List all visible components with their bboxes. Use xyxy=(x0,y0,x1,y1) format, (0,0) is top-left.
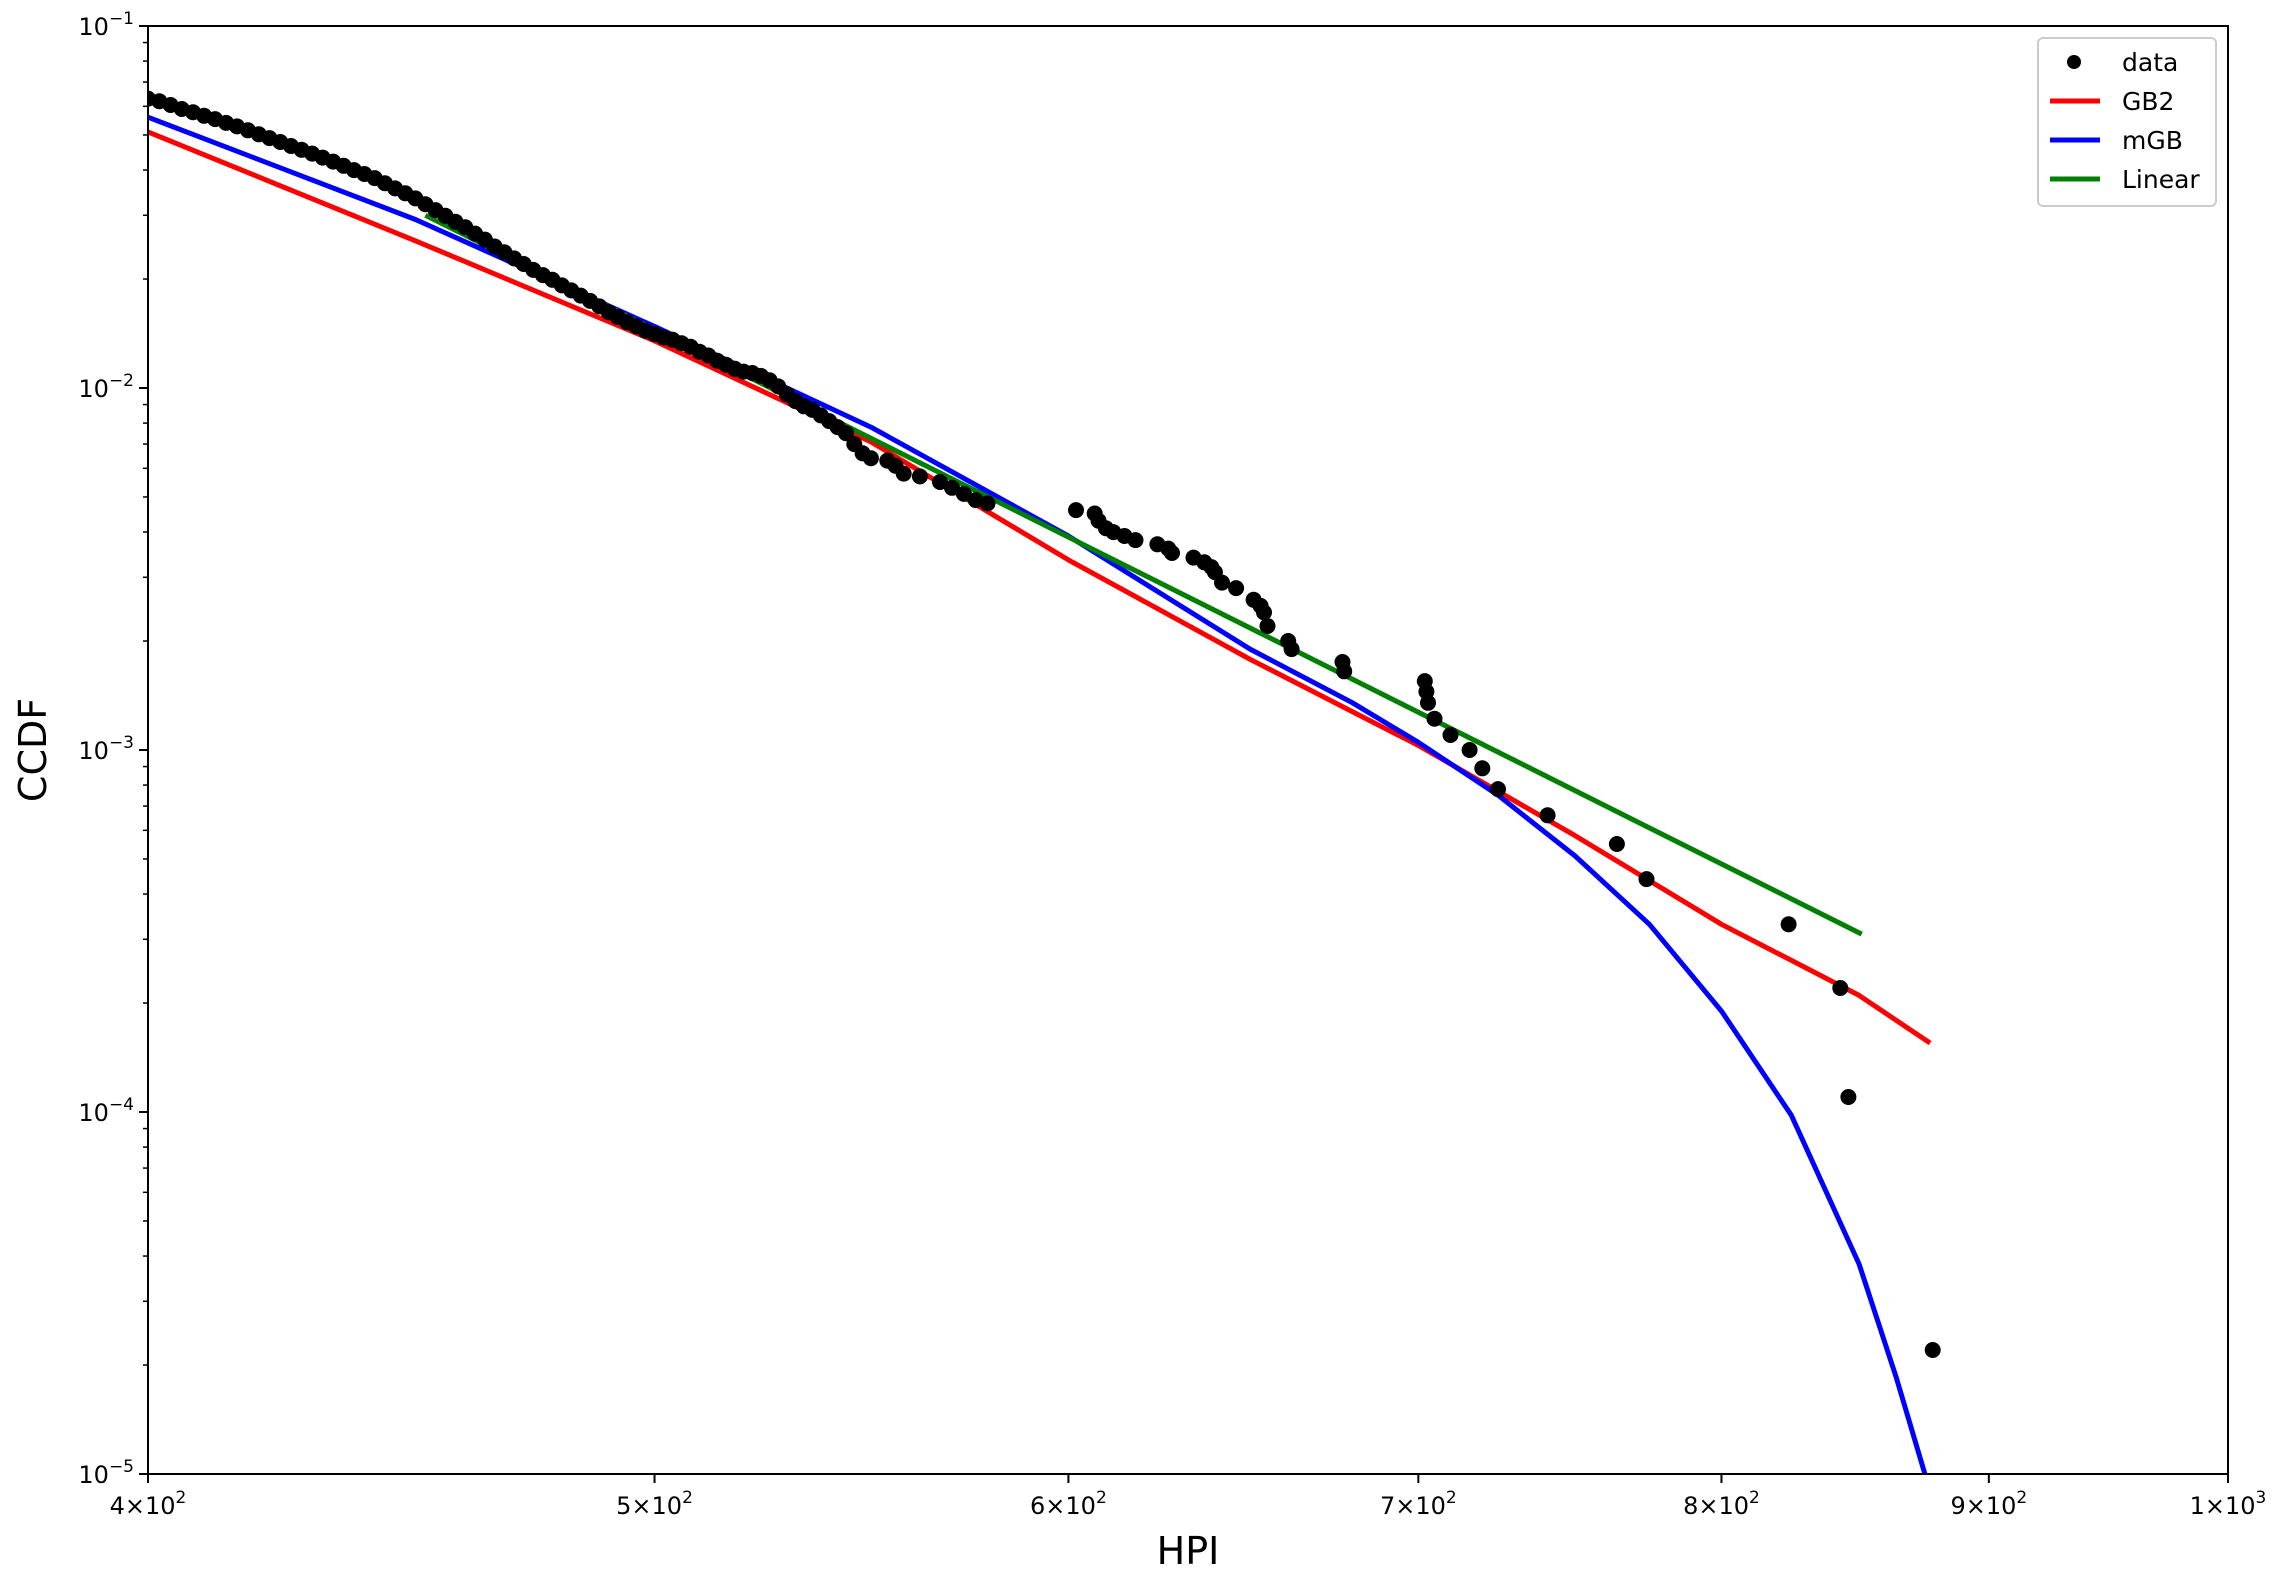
data-point xyxy=(1490,781,1506,798)
data-point xyxy=(1924,1342,1941,1358)
legend-label: data xyxy=(2122,48,2178,77)
data-point xyxy=(1256,604,1272,621)
data-point xyxy=(1068,502,1084,519)
legend-item: mGB xyxy=(2050,126,2183,155)
data-point xyxy=(979,495,996,512)
legend-box xyxy=(2037,37,2217,207)
data-point xyxy=(1214,574,1230,591)
x-tick-label: 1×103 xyxy=(2190,1488,2267,1520)
y-tick-label: 10−4 xyxy=(78,1095,134,1127)
data-point xyxy=(932,474,948,490)
data-point xyxy=(895,465,912,482)
legend-label: GB2 xyxy=(2122,87,2174,116)
x-axis-title: HPI xyxy=(1157,1529,1220,1573)
data-point xyxy=(1832,980,1849,996)
x-tick-label: 4×102 xyxy=(110,1488,187,1520)
data-point xyxy=(1164,545,1180,561)
data-point xyxy=(1228,580,1245,597)
x-tick-label: 6×102 xyxy=(1030,1488,1107,1520)
data-point xyxy=(1780,916,1797,933)
legend-item: GB2 xyxy=(2050,87,2174,116)
series-line-gb2 xyxy=(148,129,1932,1046)
series-layer xyxy=(148,90,1941,1474)
data-point xyxy=(1442,727,1459,743)
data-point xyxy=(1127,532,1144,549)
y-axis: 10−1 10−2 10−3 10−4 10−5 xyxy=(78,9,148,1489)
y-tick-label: 10−5 xyxy=(78,1457,134,1489)
x-tick-label: 7×102 xyxy=(1380,1488,1457,1520)
data-point xyxy=(1638,871,1655,888)
data-point xyxy=(944,479,960,496)
data-point xyxy=(1539,807,1556,824)
data-point xyxy=(911,468,928,485)
data-point xyxy=(1283,641,1300,658)
legend: data GB2 mGB Linear xyxy=(2037,37,2217,207)
data-point xyxy=(1461,742,1478,758)
legend-label: Linear xyxy=(2122,165,2200,194)
legend-item: data xyxy=(2067,48,2178,77)
y-tick-label: 10−1 xyxy=(78,9,134,41)
data-point xyxy=(838,425,854,442)
plot-frame xyxy=(147,25,2229,1475)
data-point xyxy=(1259,618,1276,634)
y-axis-title: CCDF xyxy=(11,698,55,802)
data-point xyxy=(1840,1089,1857,1105)
x-tick-label: 9×102 xyxy=(1950,1488,2027,1520)
data-point xyxy=(1426,710,1443,727)
data-point xyxy=(1336,663,1353,680)
x-tick-label: 8×102 xyxy=(1683,1488,1760,1520)
x-tick-label: 5×102 xyxy=(616,1488,693,1520)
data-point xyxy=(955,485,972,502)
data-point xyxy=(1474,760,1491,777)
series-line-mgb xyxy=(148,114,1928,1474)
y-tick-label: 10−3 xyxy=(78,733,134,765)
data-point xyxy=(862,450,879,467)
legend-marker xyxy=(2067,55,2081,69)
y-tick-label: 10−2 xyxy=(78,371,134,403)
data-point xyxy=(1608,836,1625,852)
legend-item: Linear xyxy=(2050,165,2200,194)
legend-label: mGB xyxy=(2122,126,2183,155)
x-axis: 4×102 5×102 6×102 7×102 8×102 9×102 1×103 xyxy=(110,1474,2267,1520)
data-point xyxy=(1420,694,1436,711)
